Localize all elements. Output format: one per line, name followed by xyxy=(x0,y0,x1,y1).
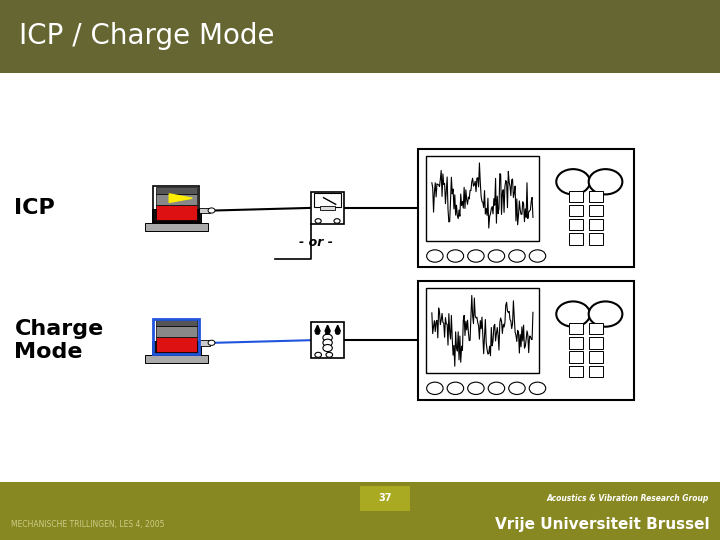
Bar xyxy=(145,355,208,363)
Circle shape xyxy=(529,382,546,395)
Text: ICP: ICP xyxy=(14,198,55,218)
Bar xyxy=(152,209,201,223)
Circle shape xyxy=(447,382,464,395)
Circle shape xyxy=(468,382,484,395)
Bar xyxy=(569,366,583,377)
Bar xyxy=(320,206,336,210)
Text: Charge
Mode: Charge Mode xyxy=(14,319,104,362)
Bar xyxy=(153,186,199,222)
Circle shape xyxy=(325,331,330,334)
Bar xyxy=(156,205,197,220)
Circle shape xyxy=(468,250,484,262)
Circle shape xyxy=(529,250,546,262)
Circle shape xyxy=(326,352,333,357)
Circle shape xyxy=(488,382,505,395)
Circle shape xyxy=(589,169,622,194)
Circle shape xyxy=(334,219,340,223)
Bar xyxy=(590,233,603,245)
Bar xyxy=(156,337,197,352)
Circle shape xyxy=(509,382,525,395)
Bar xyxy=(0,0,720,73)
Bar xyxy=(156,326,197,337)
Bar xyxy=(569,337,583,348)
Polygon shape xyxy=(325,325,330,331)
Bar xyxy=(569,205,583,216)
Circle shape xyxy=(447,250,464,262)
Bar xyxy=(145,223,208,231)
Text: Acoustics & Vibration Research Group: Acoustics & Vibration Research Group xyxy=(546,494,709,503)
Bar xyxy=(426,156,539,241)
Bar xyxy=(314,193,341,207)
Bar xyxy=(0,482,720,540)
Bar xyxy=(418,148,634,267)
Bar xyxy=(426,288,539,374)
Bar xyxy=(590,323,603,334)
Circle shape xyxy=(323,334,333,341)
Circle shape xyxy=(427,250,443,262)
Circle shape xyxy=(336,331,340,334)
Circle shape xyxy=(208,208,215,213)
Bar xyxy=(152,341,201,355)
Circle shape xyxy=(315,331,320,334)
Text: MECHANISCHE TRILLINGEN, LES 4, 2005: MECHANISCHE TRILLINGEN, LES 4, 2005 xyxy=(11,520,164,529)
Text: - or -: - or - xyxy=(299,237,333,249)
Bar xyxy=(590,366,603,377)
Bar xyxy=(153,319,199,354)
Bar xyxy=(569,219,583,231)
Bar xyxy=(569,323,583,334)
Circle shape xyxy=(557,169,590,194)
Bar xyxy=(311,322,344,358)
Bar xyxy=(569,352,583,363)
Bar xyxy=(590,191,603,202)
Bar xyxy=(156,320,197,326)
Bar xyxy=(569,233,583,245)
Circle shape xyxy=(323,345,333,352)
Circle shape xyxy=(488,250,505,262)
Text: ICP / Charge Mode: ICP / Charge Mode xyxy=(19,23,275,50)
Circle shape xyxy=(208,340,215,346)
Circle shape xyxy=(509,250,525,262)
Bar xyxy=(590,352,603,363)
Bar xyxy=(360,486,410,511)
Bar xyxy=(199,208,210,213)
Circle shape xyxy=(315,219,321,223)
Bar xyxy=(569,191,583,202)
Polygon shape xyxy=(335,325,341,331)
Text: Vrije Universiteit Brussel: Vrije Universiteit Brussel xyxy=(495,517,709,532)
Bar xyxy=(156,187,197,194)
Circle shape xyxy=(589,301,622,327)
Bar xyxy=(311,192,344,224)
Bar xyxy=(156,194,197,205)
Circle shape xyxy=(315,352,322,357)
Bar xyxy=(590,337,603,348)
Text: 37: 37 xyxy=(379,494,392,503)
Circle shape xyxy=(427,382,443,395)
Bar xyxy=(590,219,603,231)
Bar xyxy=(418,281,634,400)
Polygon shape xyxy=(315,325,320,331)
Bar xyxy=(199,340,210,346)
Bar xyxy=(590,205,603,216)
Circle shape xyxy=(557,301,590,327)
Circle shape xyxy=(323,339,333,346)
Polygon shape xyxy=(169,194,192,202)
